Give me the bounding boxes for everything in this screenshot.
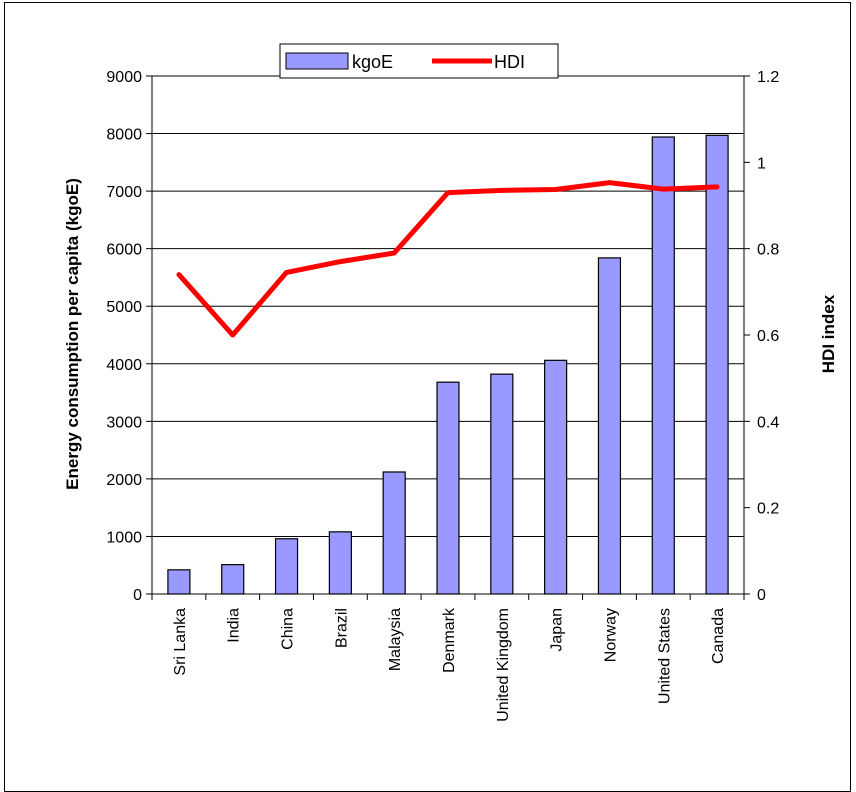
right-axis-title: HDI index [819,294,838,373]
left-tick-label: 7000 [106,184,142,201]
bar-series-kgoe [167,134,729,595]
bar [328,531,352,595]
bar [436,381,460,595]
left-tick-label: 9000 [106,69,142,86]
bar [382,471,406,595]
bar [651,136,675,595]
legend-label-kgoe: kgoE [352,52,393,72]
x-tick-label: Canada [710,608,727,664]
x-axis-tick-labels: Sri Lanka India China Brazil Malaysia Denmark… [172,607,727,722]
bar [167,569,191,595]
left-tick-label: 1000 [106,529,142,546]
line-series-hdi [176,180,720,338]
bar [221,564,245,595]
right-axis-tick-labels: 0 0.2 0.4 0.6 0.8 1 1.2 [757,69,779,604]
bar [544,359,568,595]
x-tick-label: India [226,608,243,643]
x-tick-label: United Kingdom [495,608,512,722]
left-tick-label: 2000 [106,472,142,489]
bar [705,134,729,595]
bar [274,538,299,595]
right-tick-label: 1.2 [757,69,779,86]
x-tick-label: China [280,608,297,650]
right-tick-label: 0.6 [757,328,779,345]
x-tick-label: Norway [602,608,619,662]
left-axis-title: Energy consumption per capita (kgoE) [63,178,82,490]
left-tick-label: 0 [133,587,142,604]
x-tick-label: Japan [549,608,566,652]
x-tick-label: Malaysia [387,608,404,671]
x-tick-label: Sri Lanka [172,608,189,676]
x-tick-label: United States [656,608,673,704]
x-tick-label: Brazil [333,608,350,648]
legend: kgoE HDI [279,43,559,79]
axes [146,75,750,600]
bar [490,373,514,595]
hdi-line [176,180,720,338]
left-tick-label: 8000 [106,127,142,144]
left-axis-tick-labels: 0 1000 2000 3000 4000 5000 6000 7000 8000 9000 [106,69,142,604]
x-tick-label: Denmark [441,607,458,673]
right-tick-label: 0 [757,587,766,604]
right-tick-label: 0.8 [757,242,779,259]
legend-label-hdi: HDI [494,52,525,72]
right-tick-label: 0.4 [757,414,779,431]
left-tick-label: 3000 [106,414,142,431]
left-tick-label: 5000 [106,299,142,316]
right-tick-label: 1 [757,155,766,172]
right-tick-label: 0.2 [757,501,779,518]
left-tick-label: 6000 [106,242,142,259]
bar [597,257,622,595]
left-tick-label: 4000 [106,357,142,374]
legend-swatch-kgoe [285,52,349,70]
